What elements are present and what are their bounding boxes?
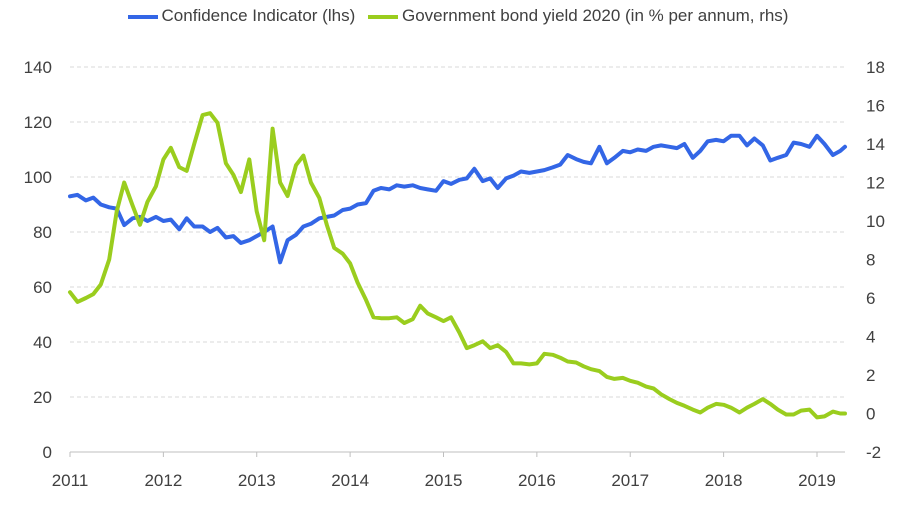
legend-swatch-confidence xyxy=(127,14,158,19)
y-left-tick-label: 80 xyxy=(33,223,52,242)
x-tick-label: 2012 xyxy=(144,471,182,490)
legend-label-bond-yield: Government bond yield 2020 (in % per ann… xyxy=(401,6,789,25)
y-left-tick-label: 0 xyxy=(43,443,52,462)
y-right-tick-label: -2 xyxy=(866,443,881,462)
x-tick-label: 2016 xyxy=(518,471,556,490)
legend-label-confidence: Confidence Indicator (lhs) xyxy=(161,6,356,25)
x-tick-label: 2019 xyxy=(798,471,836,490)
y-right-tick-label: 4 xyxy=(866,328,875,347)
y-right-tick-label: 10 xyxy=(866,212,885,231)
y-left-tick-label: 20 xyxy=(33,388,52,407)
x-tick-label: 2015 xyxy=(425,471,463,490)
x-tick-label: 2017 xyxy=(611,471,649,490)
y-right-tick-label: 2 xyxy=(866,366,875,385)
y-right-tick-label: 0 xyxy=(866,405,875,424)
legend-item-confidence: Confidence Indicator (lhs) xyxy=(127,6,356,26)
y-right-tick-label: 6 xyxy=(866,289,875,308)
y-left-tick-label: 60 xyxy=(33,278,52,297)
x-tick-label: 2011 xyxy=(52,471,89,490)
y-left-tick-label: 40 xyxy=(33,333,52,352)
y-right-tick-label: 8 xyxy=(866,251,875,270)
x-tick-label: 2014 xyxy=(331,471,369,490)
y-right-tick-label: 12 xyxy=(866,174,885,193)
y-left-tick-label: 100 xyxy=(24,168,52,187)
y-left-tick-label: 140 xyxy=(24,58,52,77)
legend-swatch-bond-yield xyxy=(367,14,398,19)
chart-legend: Confidence Indicator (lhs) Government bo… xyxy=(0,6,916,26)
y-right-tick-label: 16 xyxy=(866,97,885,116)
y-left-tick-label: 120 xyxy=(24,113,52,132)
y-right-tick-label: 14 xyxy=(866,135,885,154)
x-tick-label: 2013 xyxy=(238,471,276,490)
x-tick-label: 2018 xyxy=(705,471,743,490)
y-right-tick-label: 18 xyxy=(866,58,885,77)
series-line-bond-yield xyxy=(68,111,847,420)
legend-item-bond-yield: Government bond yield 2020 (in % per ann… xyxy=(367,6,789,26)
series-line-confidence-indicator xyxy=(68,133,847,265)
